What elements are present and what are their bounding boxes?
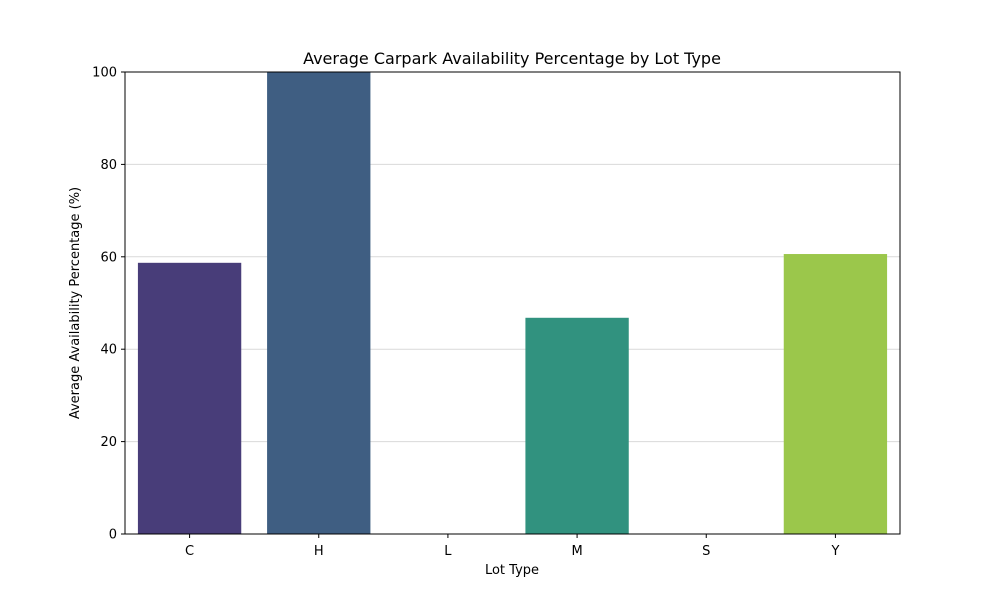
y-axis-ticks: 0 20 40 60 80 100 (92, 66, 125, 543)
x-tick-label: Y (830, 544, 839, 559)
y-tick-label: 40 (100, 343, 117, 358)
y-tick-label: 60 (100, 250, 117, 265)
x-axis-label: Lot Type (485, 563, 539, 578)
y-tick-label: 100 (92, 66, 117, 81)
x-tick-label: C (185, 544, 194, 559)
x-tick-label: S (702, 544, 710, 559)
grid-lines (125, 163, 900, 443)
chart-title: Average Carpark Availability Percentage … (303, 49, 721, 68)
y-tick-label: 80 (100, 158, 117, 173)
x-tick-label: H (314, 544, 324, 559)
bar-h (267, 72, 371, 534)
plot-frame (124, 71, 901, 535)
bar-m (525, 317, 629, 534)
y-tick-label: 0 (109, 528, 117, 543)
x-tick-label: L (444, 544, 452, 559)
bar-c (137, 262, 242, 534)
x-tick-label: M (571, 544, 582, 559)
y-axis-label: Average Availability Percentage (%) (68, 187, 83, 419)
bar-y (783, 254, 888, 534)
bars (137, 72, 888, 534)
y-tick-label: 20 (100, 435, 117, 450)
